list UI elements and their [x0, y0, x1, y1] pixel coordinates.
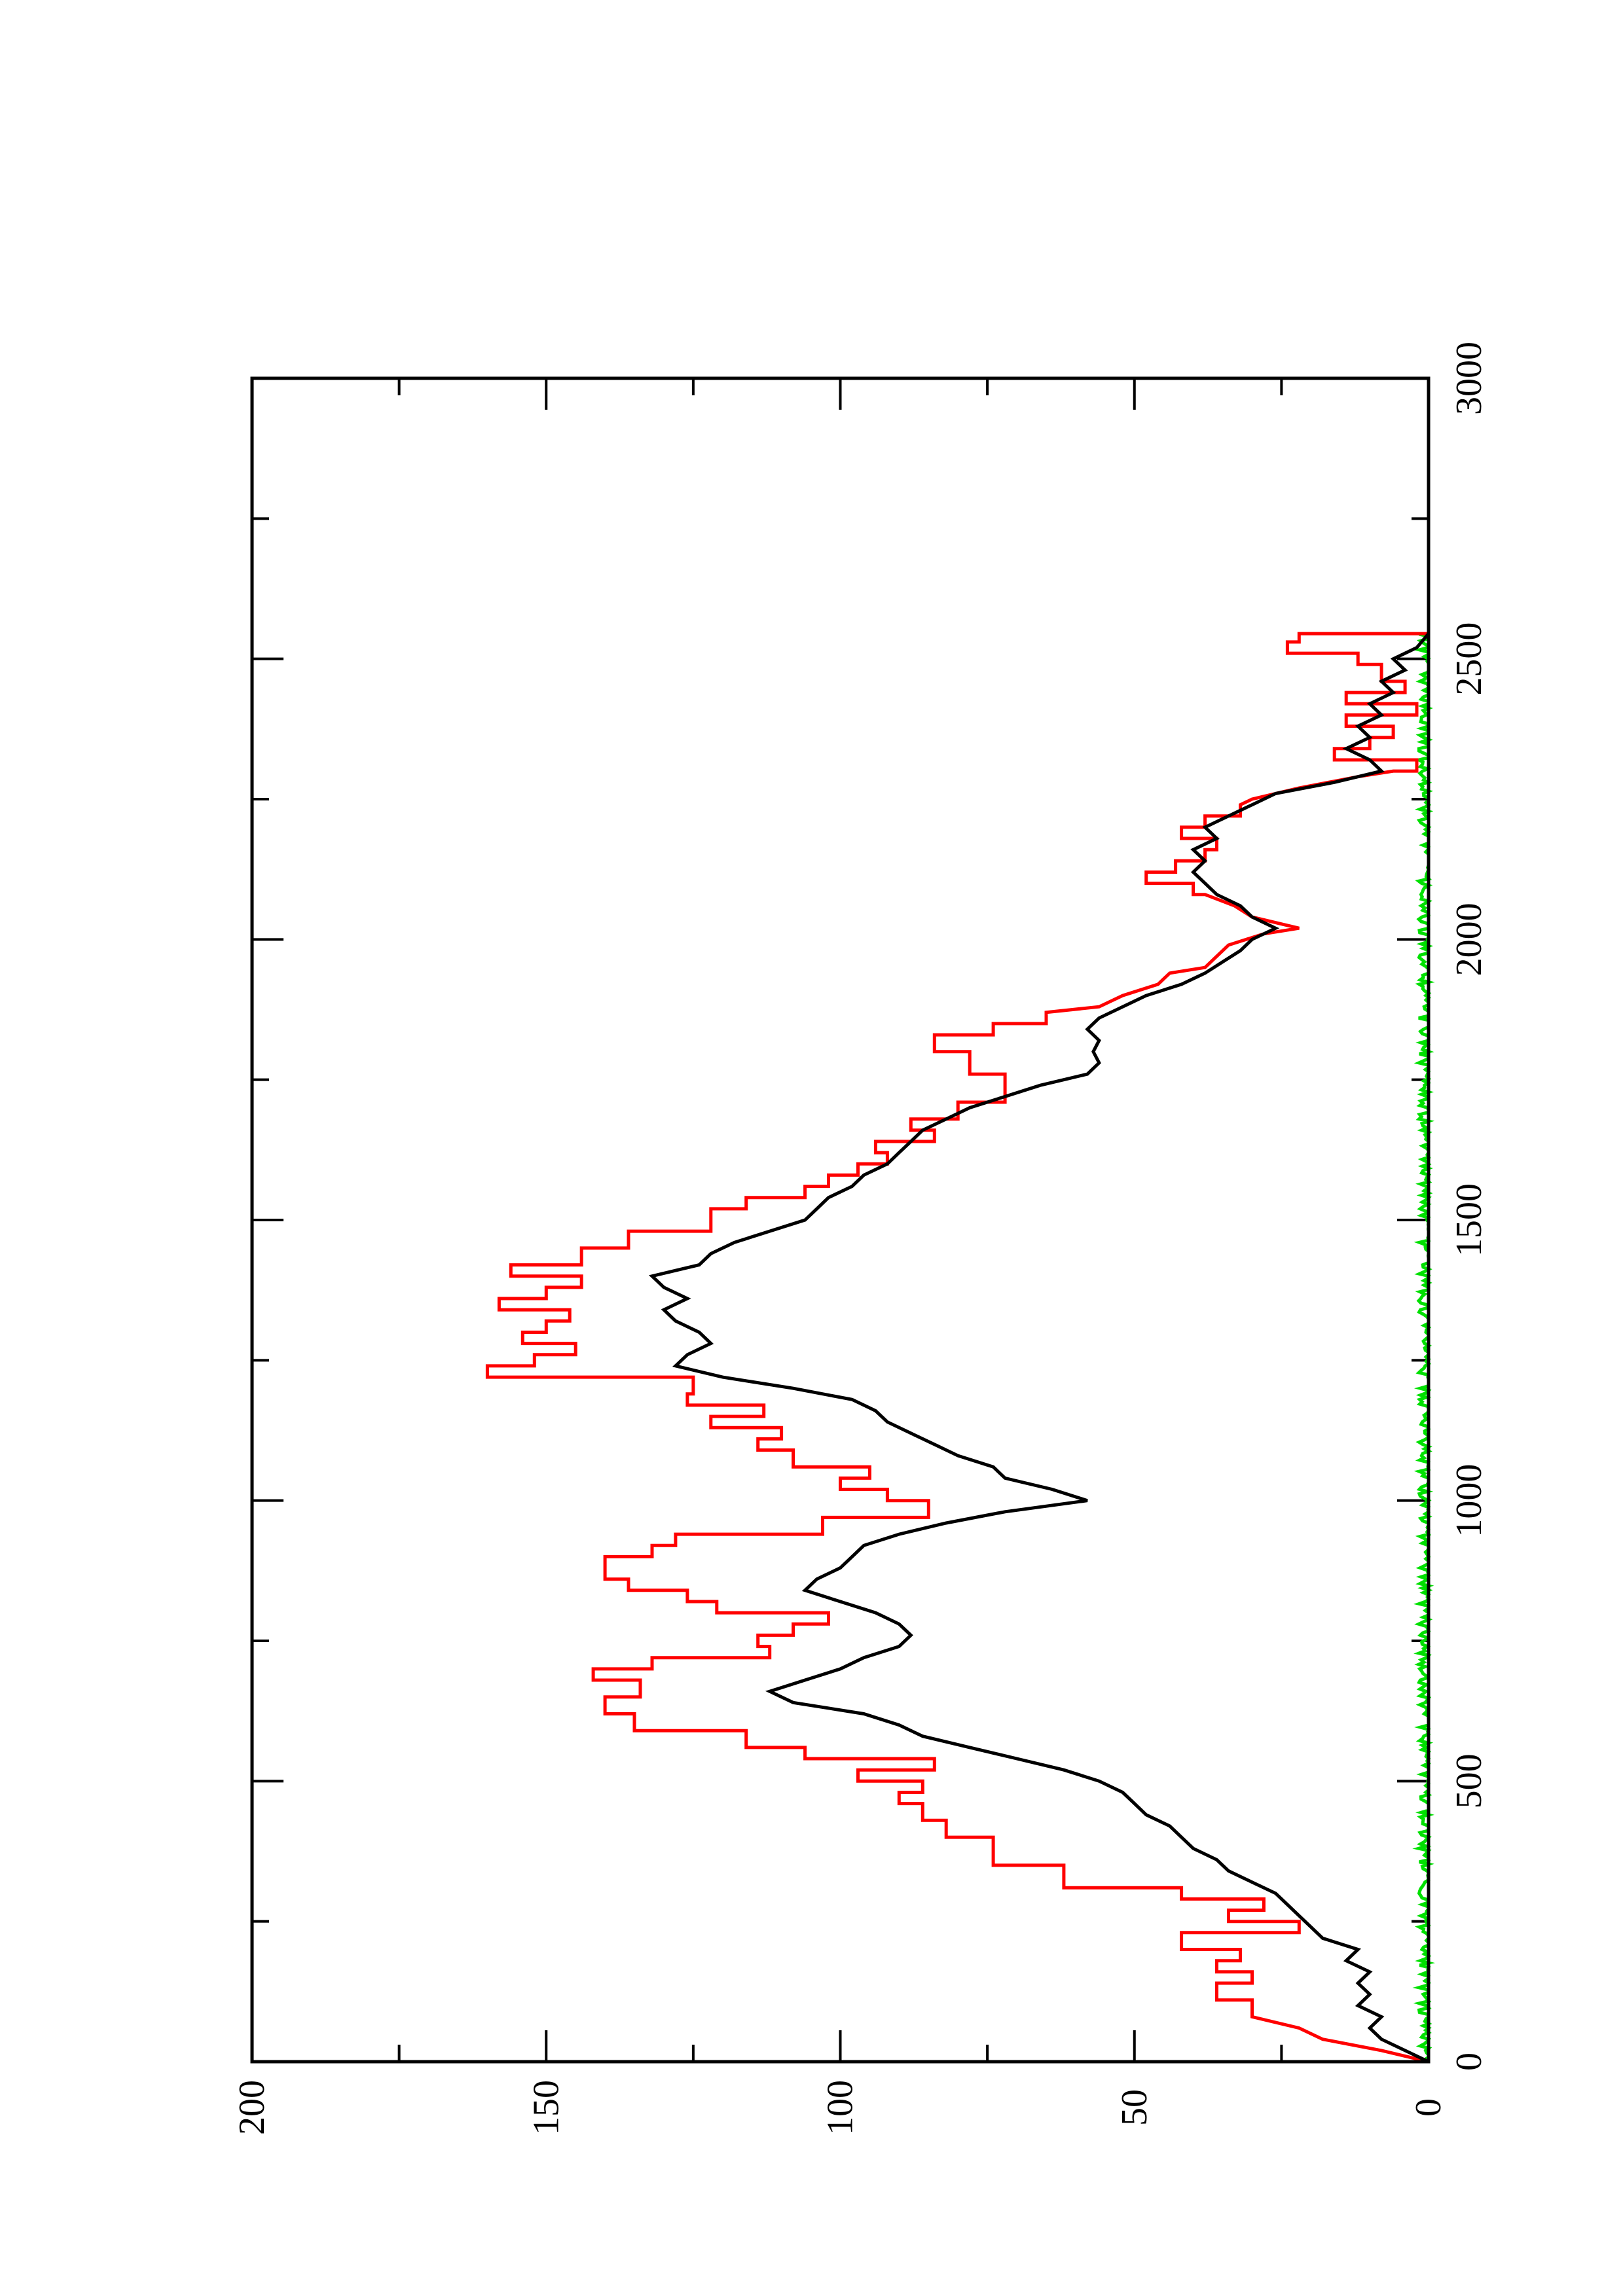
y-tick-label: 50	[1114, 2089, 1155, 2126]
series-layer	[485, 632, 1435, 2064]
tick-marks	[251, 377, 1430, 2063]
y-tick-label: 150	[526, 2080, 566, 2135]
series-line-2	[648, 632, 1430, 2064]
y-tick-label: 100	[820, 2080, 861, 2135]
tick-labels: 0 500 1000 1500 2000 2500 3000 0 50 100 150 200	[232, 342, 1489, 2135]
series-line-1	[485, 632, 1429, 2064]
x-tick-label: 2500	[1449, 622, 1489, 696]
x-tick-label: 0	[1449, 2053, 1489, 2071]
y-tick-label: 200	[232, 2080, 272, 2135]
x-tick-label: 1000	[1449, 1464, 1489, 1537]
x-tick-label: 2000	[1449, 903, 1489, 976]
x-tick-label: 1500	[1449, 1183, 1489, 1257]
y-tick-label: 0	[1408, 2098, 1449, 2117]
x-tick-label: 500	[1449, 1753, 1489, 1808]
x-tick-label: 3000	[1449, 342, 1489, 415]
plot-frame	[250, 376, 1431, 2064]
